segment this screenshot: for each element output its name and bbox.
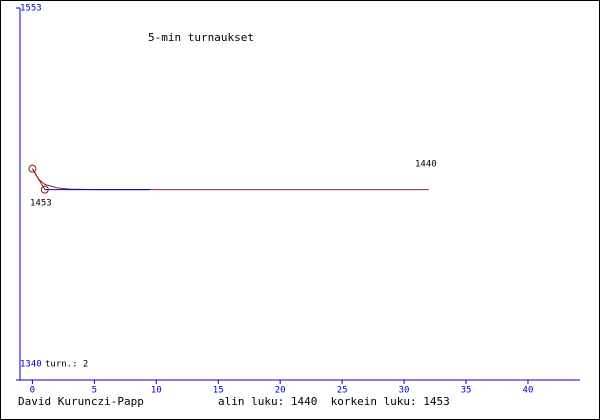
x-tick-label: 10: [151, 386, 162, 396]
footer-author: David Kurunczi-Papp: [18, 395, 144, 408]
x-tick-label: 40: [523, 386, 534, 396]
x-tick-label: 5: [92, 386, 97, 396]
x-tick-label: 20: [275, 386, 286, 396]
x-tick-label: 25: [337, 386, 348, 396]
y-tick-label: 1553: [20, 4, 42, 14]
annotation: 1453: [30, 199, 52, 209]
point-marker: [40, 185, 49, 194]
x-tick-label: 35: [461, 386, 472, 396]
y-tick-label: 1340: [20, 360, 42, 370]
count-label: turn.: 2: [45, 360, 88, 370]
x-tick-label: 30: [399, 386, 410, 396]
series-line: [31, 168, 429, 191]
annotation: 1440: [415, 160, 437, 170]
chart-title: 5-min turnaukset: [148, 31, 254, 44]
point-marker: [28, 164, 37, 173]
footer-stats: alin luku: 1440 korkein luku: 1453: [218, 395, 450, 408]
x-tick-label: 15: [213, 386, 224, 396]
x-tick-label: 0: [30, 386, 35, 396]
series-line: [31, 168, 46, 190]
